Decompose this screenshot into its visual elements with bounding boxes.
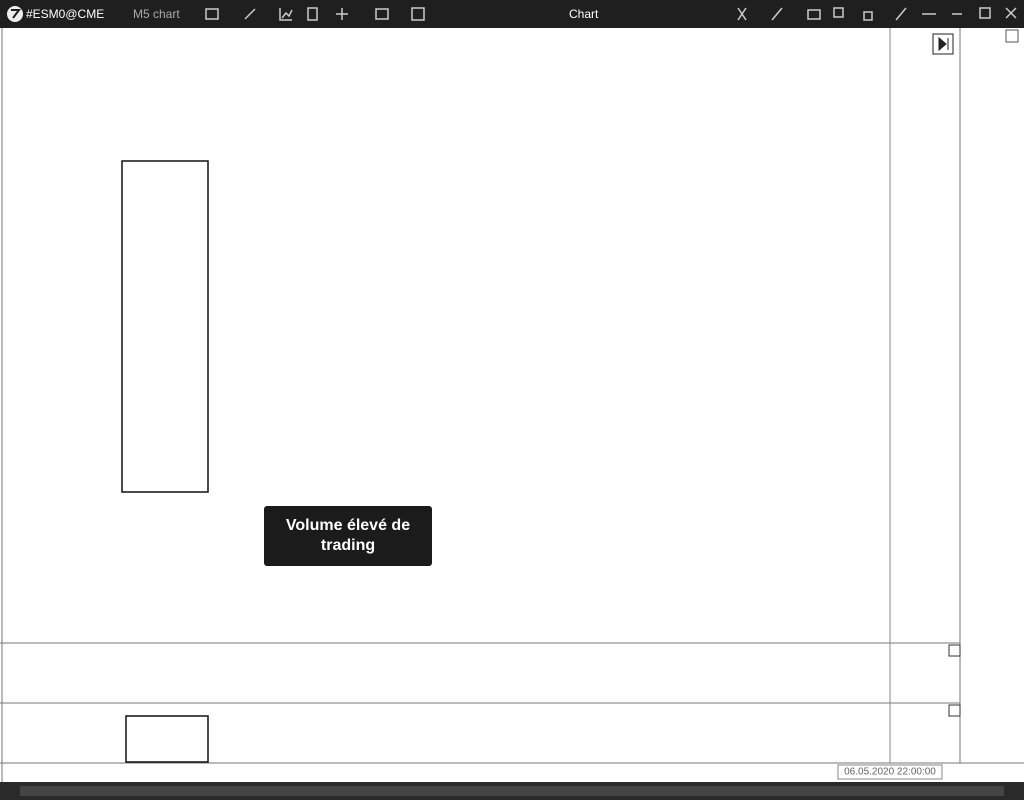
- close-panel[interactable]: [948, 704, 961, 717]
- highlight-box: [121, 160, 209, 493]
- close-panel[interactable]: [948, 644, 961, 657]
- crosshair-label-box: [837, 764, 943, 780]
- tool-icons[interactable]: [200, 0, 500, 28]
- highlight-box: [125, 715, 209, 763]
- window-title: Chart: [569, 7, 599, 21]
- chart-area: 06.05.2020 22:00:00: [0, 28, 1024, 800]
- logo: [7, 6, 23, 22]
- window-icons[interactable]: [724, 0, 1024, 28]
- format-button[interactable]: [1005, 29, 1019, 43]
- background: [0, 28, 1024, 800]
- toolbar: #ESM0@CME M5 chart Chart: [0, 0, 1024, 28]
- icon: [938, 36, 949, 52]
- symbol[interactable]: #ESM0@CME: [26, 7, 105, 21]
- frame: [0, 28, 1024, 800]
- annotation: Volume élevé de trading: [264, 506, 432, 566]
- template[interactable]: M5 chart: [133, 7, 180, 21]
- scroll-thumb[interactable]: [20, 786, 1004, 796]
- crosshair-time: 06.05.2020 22:00:00: [844, 767, 936, 778]
